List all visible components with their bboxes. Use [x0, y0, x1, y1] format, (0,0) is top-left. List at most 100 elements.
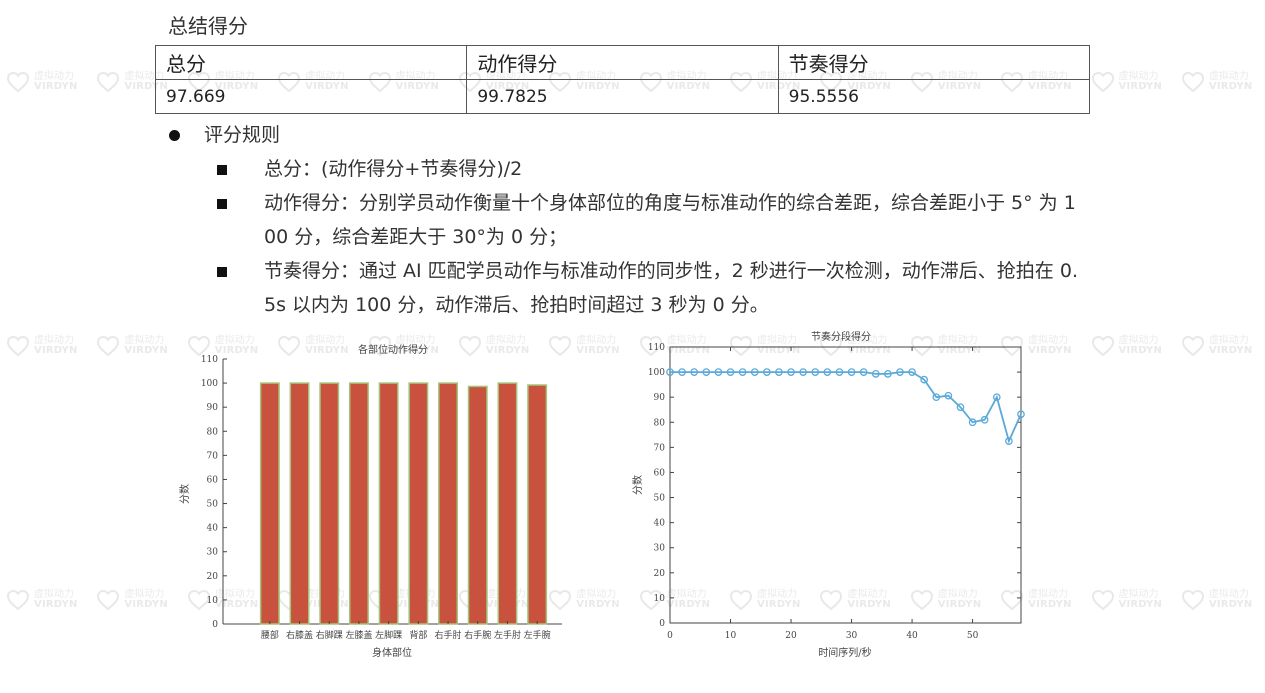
bar-chart-x-tick-label: 左手腕 — [524, 629, 551, 641]
line-chart-title: 节奏分段得分 — [811, 330, 871, 343]
rhythm-score-value: 95.5556 — [777, 79, 1091, 114]
bar-chart-bar — [497, 382, 518, 625]
bar-chart-x-tick-label: 右手腕 — [464, 629, 491, 641]
heart-logo-icon — [1181, 335, 1204, 357]
line-chart-y-tick-label: 60 — [654, 468, 666, 478]
bar-chart-y-tick-label: 60 — [207, 475, 219, 485]
bar-chart-y-label: 分数 — [178, 484, 191, 504]
line-chart-x-tick-label: 20 — [785, 631, 797, 641]
line-chart-x-tick-label: 0 — [667, 631, 673, 641]
line-chart-y-tick-label: 70 — [654, 443, 666, 453]
rhythm-score-point — [823, 368, 832, 376]
watermark-cn-text: 虚拟动力 — [34, 335, 74, 346]
bar-chart-x-tick-label: 右膝盖 — [286, 629, 313, 641]
bar-chart-x-tick-label: 左膝盖 — [345, 629, 372, 641]
bar-chart-bar — [348, 382, 369, 625]
heart-logo-icon — [1091, 335, 1114, 357]
rhythm-score-point — [702, 368, 711, 376]
heart-logo-icon — [97, 589, 120, 611]
bar-chart-bar — [259, 382, 280, 625]
heart-logo-icon — [1091, 589, 1114, 611]
rhythm-score-point — [932, 393, 941, 402]
watermark-en-text: VIRDYN — [1208, 81, 1253, 92]
watermark-cn-text: 虚拟动力 — [34, 589, 74, 600]
score-table: 总分 动作得分 节奏得分 97.669 99.7825 95.5556 — [154, 45, 1091, 114]
rhythm-score-point — [690, 368, 699, 376]
watermark-cn-text: 虚拟动力 — [1208, 335, 1249, 346]
line-chart-y-tick-label: 90 — [654, 393, 666, 403]
bar-chart-y-tick-label: 20 — [207, 572, 219, 582]
rhythm-score-point — [726, 368, 735, 376]
rhythm-score-point — [738, 368, 747, 376]
line-chart-y-tick-label: 80 — [654, 418, 666, 428]
rhythm-score-header: 节奏得分 — [777, 45, 1091, 80]
line-chart-plot-area — [669, 346, 1022, 624]
line-chart-y-tick-label: 30 — [654, 544, 666, 554]
line-chart-y-tick-label: 100 — [648, 368, 665, 378]
action-score-header: 动作得分 — [466, 45, 779, 80]
bar-chart-y-tick-label: 70 — [207, 451, 219, 461]
rule-rhythm-score: 节奏得分：通过 AI 匹配学员动作与标准动作的同步性，2 秒进行一次检测，动作滞… — [168, 254, 1082, 322]
rhythm-score-point — [920, 375, 929, 384]
bar-chart-bar — [289, 382, 310, 625]
watermark-cn-text: 虚拟动力 — [576, 589, 617, 600]
bar-chart-y-tick-label: 80 — [207, 427, 219, 437]
watermark-cn-text: 虚拟动力 — [1028, 335, 1069, 346]
bar-chart-x-tick-label: 右脚踝 — [316, 629, 343, 641]
rhythm-score-point — [980, 415, 989, 424]
watermark-cn-text: 虚拟动力 — [1028, 589, 1069, 600]
watermark-en-text: VIRDYN — [576, 599, 620, 610]
heart-logo-icon — [1181, 71, 1204, 93]
bar-chart-bar — [438, 382, 459, 625]
line-chart-y-tick-label: 20 — [654, 569, 666, 579]
action-score-value: 99.7825 — [466, 79, 779, 114]
watermark-cn-text: 虚拟动力 — [1118, 71, 1159, 82]
line-chart-y-tick-label: 10 — [654, 594, 666, 604]
rhythm-score-point — [799, 368, 807, 376]
watermark-en-text: VIRDYN — [34, 599, 78, 610]
bar-chart-y-tick-label: 50 — [207, 500, 219, 510]
rhythm-score-point — [847, 368, 856, 376]
watermark-en-text: VIRDYN — [1208, 345, 1253, 356]
rhythm-score-point — [956, 403, 965, 412]
watermark-en-text: VIRDYN — [1118, 599, 1163, 610]
watermark-en-text: VIRDYN — [34, 81, 78, 92]
bar-chart-bar — [319, 382, 340, 625]
watermark-en-text: VIRDYN — [1208, 599, 1253, 610]
rhythm-score-point — [775, 368, 783, 376]
heart-logo-icon — [97, 71, 120, 93]
rhythm-score-point — [859, 368, 868, 376]
heart-logo-icon — [1181, 589, 1204, 611]
rhythm-score-point — [992, 393, 1001, 402]
rhythm-score-point — [835, 368, 844, 376]
rhythm-score-point — [908, 368, 916, 376]
bar-chart-bar — [408, 382, 429, 625]
line-chart-x-tick-label: 50 — [967, 631, 979, 641]
watermark-cn-text: 虚拟动力 — [576, 335, 617, 346]
heart-logo-icon — [6, 71, 30, 93]
scoring-rules-heading: 评分规则 — [168, 118, 1088, 152]
rhythm-score-point — [1005, 437, 1013, 445]
bar-chart-x-tick-label: 腰部 — [261, 629, 279, 641]
bar-chart-x-tick-label: 背部 — [409, 629, 427, 641]
line-chart-x-tick-label: 10 — [725, 631, 737, 641]
heart-logo-icon — [6, 335, 30, 357]
line-chart-y-tick-label: 40 — [654, 519, 666, 529]
watermark-cn-text: 虚拟动力 — [1118, 335, 1159, 346]
bar-chart-x-tick-label: 左脚踝 — [375, 629, 402, 641]
watermark-en-text: VIRDYN — [1118, 345, 1163, 356]
rhythm-score-point — [750, 368, 759, 376]
line-chart-x-tick-label: 40 — [906, 631, 918, 641]
watermark-cn-text: 虚拟动力 — [124, 335, 165, 346]
total-score-value: 97.669 — [154, 79, 468, 114]
bar-chart-x-tick-label: 右手肘 — [435, 629, 462, 641]
rule-total-score: 总分：(动作得分+节奏得分)/2 — [168, 152, 1082, 186]
watermark-en-text: VIRDYN — [34, 345, 78, 356]
total-score-header: 总分 — [154, 45, 468, 80]
bar-chart-y-tick-label: 10 — [207, 596, 219, 606]
